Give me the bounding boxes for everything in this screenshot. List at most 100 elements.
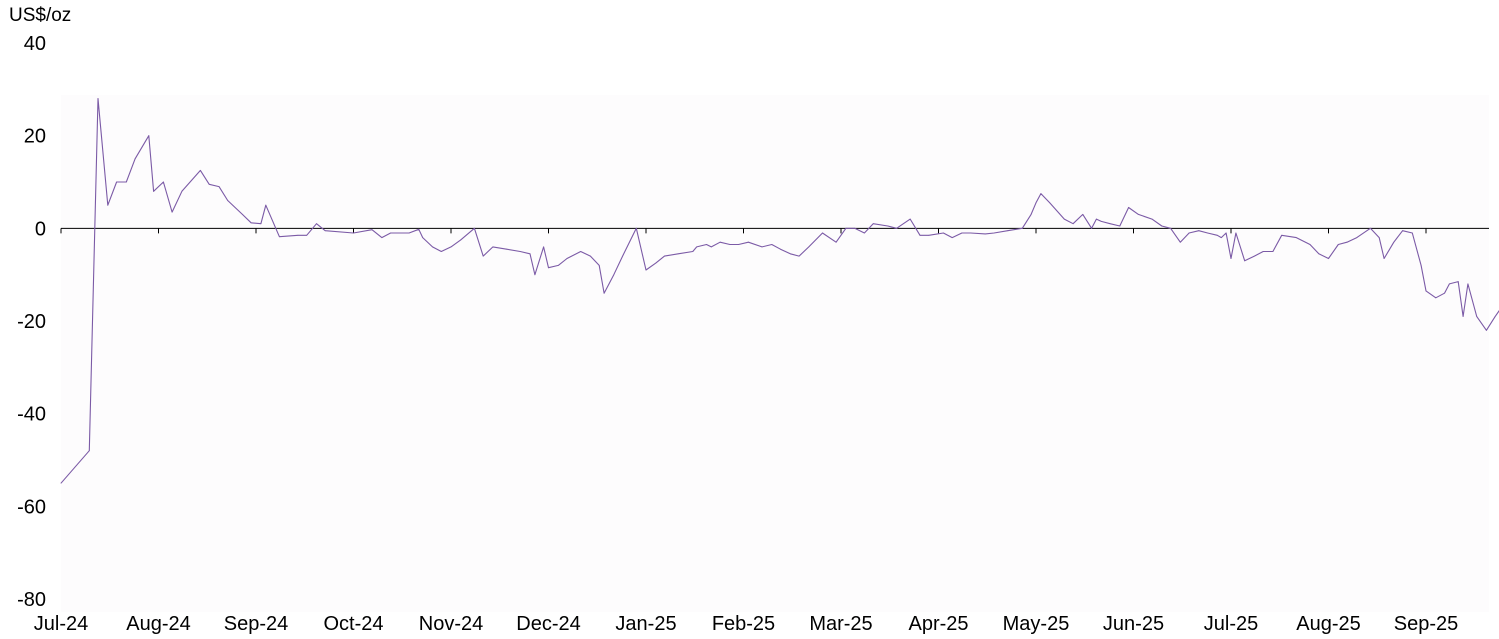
data-point [1096,218,1097,220]
data-point [1444,292,1445,294]
y-tick-label: -40 [17,404,46,426]
data-point [107,204,109,206]
x-tick-label: Apr-25 [908,613,968,635]
data-point [1378,237,1380,239]
y-tick-label: 40 [24,33,46,55]
data-point [324,230,326,232]
data-point [181,190,183,192]
data-point [1128,207,1129,208]
data-point [951,237,953,239]
data-point [1356,237,1358,239]
data-point [125,181,127,183]
x-tick-label: Aug-25 [1296,613,1361,635]
data-point [1402,230,1403,232]
data-point [664,255,665,257]
data-point [692,251,694,252]
data-point [1281,234,1283,236]
data-point [418,228,420,230]
data-point [706,244,707,245]
data-point [200,170,201,171]
data-point [492,246,494,248]
data-point [543,246,544,248]
x-tick-label: Mar-25 [809,613,872,635]
x-tick-label: Sep-24 [224,613,289,635]
data-point [1337,244,1339,245]
data-point [1435,297,1437,299]
data-point [1230,258,1232,259]
x-tick-label: May-25 [1003,613,1070,635]
data-point [1109,223,1111,225]
data-point [1486,329,1487,331]
data-point [529,253,531,255]
data-point [613,274,615,276]
data-point [1207,232,1208,234]
y-tick-label: -20 [17,311,46,333]
data-point [719,241,721,243]
data-point [1393,241,1395,243]
data-point [440,251,442,252]
data-point [1179,241,1181,243]
data-point [218,186,220,188]
x-tick-label: Oct-24 [323,613,383,635]
data-point [153,190,155,192]
data-point [548,267,549,269]
data-point [1151,218,1153,220]
data-point [306,234,308,236]
data-point [1262,251,1264,252]
y-axis-tick-labels: 40 20 0 -20 -40 -60 -80 [17,33,46,611]
data-point [1170,227,1171,229]
data-point [534,274,536,276]
data-point [1420,265,1422,266]
y-tick-label: 20 [24,126,46,148]
data-point [1188,232,1190,234]
data-point [780,248,781,250]
data-point [1476,316,1478,317]
data-point [1216,234,1218,236]
x-tick-label: Jul-24 [34,613,88,635]
x-tick-label: Jul-25 [1204,613,1258,635]
data-point [557,265,559,266]
data-point [265,204,267,206]
data-point [116,181,117,183]
data-point [808,246,810,248]
data-point [864,232,865,234]
data-point [1063,218,1065,220]
data-point [1254,255,1255,257]
data-point [60,482,62,484]
data-point [1383,258,1385,259]
data-point [590,255,591,257]
data-point [696,246,698,248]
data-point [1318,253,1320,255]
x-tick-label: Jan-25 [615,613,676,635]
data-point [134,158,136,160]
data-point [1225,232,1227,234]
data-point [1100,221,1102,222]
data-point [1021,227,1023,229]
y-tick-label: -80 [17,589,46,611]
data-point [961,232,963,234]
x-tick-label: Feb-25 [712,613,775,635]
data-point [460,239,462,241]
data-point [928,234,930,236]
data-point [163,181,164,183]
series-line [60,98,1499,484]
data-point [1220,237,1222,239]
data-point [822,232,823,234]
x-tick-label: Jun-25 [1103,613,1164,635]
data-point [789,253,791,255]
data-point [1457,281,1459,282]
data-point [622,255,623,257]
data-point [845,227,847,229]
data-point [519,251,521,252]
data-point [432,246,433,248]
data-point [566,258,568,259]
data-point [353,232,354,234]
x-tick-label: Sep-25 [1394,613,1459,635]
data-point [1235,232,1237,234]
data-point [729,244,731,245]
data-point [242,214,243,215]
data-point [761,246,763,248]
data-point [970,232,972,234]
x-axis-tick-labels: Jul-24 Aug-24 Sep-24 Oct-24 Nov-24 Dec-24 Jan-… [34,613,1458,635]
